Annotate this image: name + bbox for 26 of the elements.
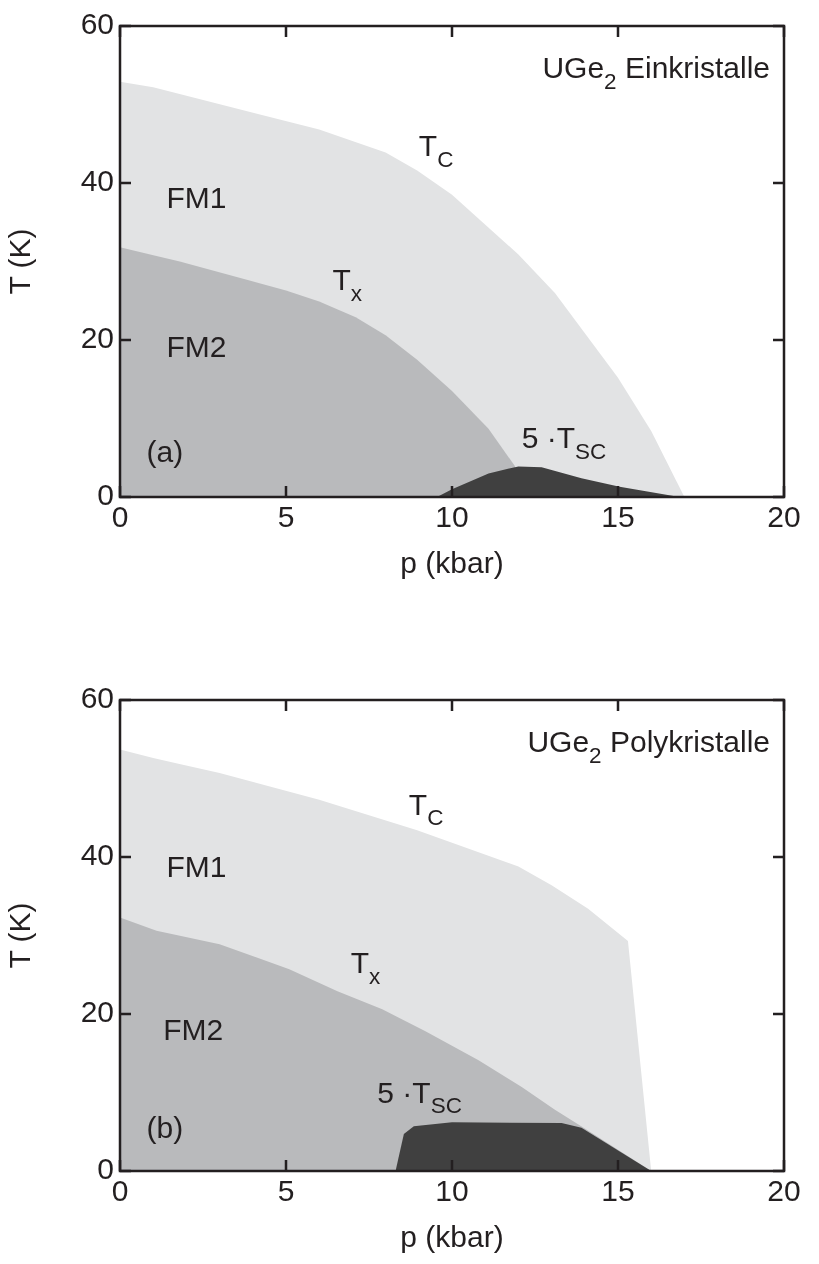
x-tick-label: 10 <box>435 1174 469 1208</box>
x-axis-title: p (kbar) <box>400 546 504 580</box>
x-tick-label: 5 <box>277 500 295 534</box>
annotation: (b) <box>146 1111 184 1145</box>
y-tick-label: 0 <box>97 1152 114 1186</box>
y-tick-label: 60 <box>80 681 114 715</box>
y-tick-label: 60 <box>80 7 114 41</box>
x-tick-label: 10 <box>435 500 469 534</box>
y-tick-label: 40 <box>80 164 114 198</box>
y-tick-label: 20 <box>80 321 114 355</box>
x-axis-title: p (kbar) <box>400 1220 504 1254</box>
annotation: (a) <box>146 434 184 468</box>
x-tick-label: 20 <box>767 500 801 534</box>
x-tick-label: 15 <box>601 500 635 534</box>
x-tick-label: 15 <box>601 1174 635 1208</box>
annotation: FM2 <box>163 1012 224 1046</box>
x-tick-label: 20 <box>767 1174 801 1208</box>
x-tick-label: 5 <box>277 1174 295 1208</box>
y-axis-title: T (K) <box>3 902 37 969</box>
y-tick-label: 0 <box>97 478 114 512</box>
annotation: FM2 <box>166 330 227 364</box>
y-axis-title: T (K) <box>3 228 37 295</box>
y-tick-label: 40 <box>80 838 114 872</box>
annotation: FM1 <box>166 180 227 214</box>
y-tick-label: 20 <box>80 995 114 1029</box>
annotation: FM1 <box>166 850 227 884</box>
